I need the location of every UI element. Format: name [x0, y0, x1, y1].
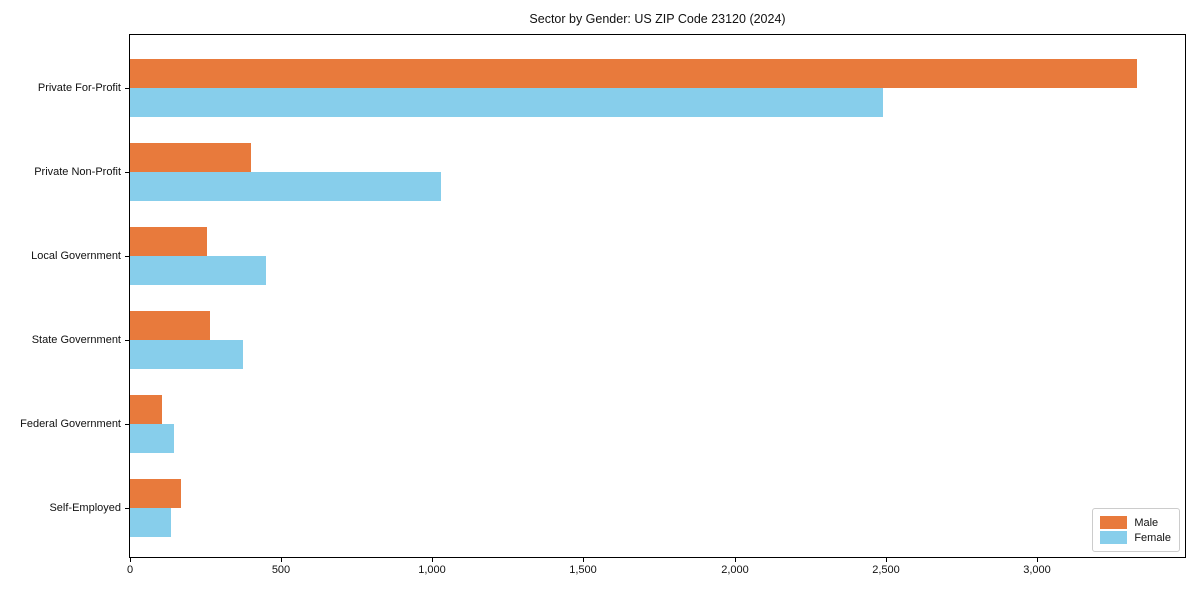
bar-male-3	[130, 227, 207, 256]
bar-male-2	[130, 143, 251, 172]
x-axis-tick-label: 1,000	[418, 564, 446, 576]
x-axis-tick-mark	[1037, 558, 1038, 562]
x-axis-tick-mark	[281, 558, 282, 562]
y-axis-tick-label: Federal Government	[20, 418, 121, 430]
legend-row-male: Male	[1100, 516, 1171, 529]
plot-area: Male Female	[129, 34, 1186, 558]
y-axis-tick-mark	[125, 424, 129, 425]
y-axis-tick-label: State Government	[31, 334, 121, 346]
bar-male-1	[130, 59, 1137, 88]
bar-male-6	[130, 479, 181, 508]
legend-swatch-male	[1100, 516, 1128, 529]
legend-label-female: Female	[1134, 531, 1171, 544]
legend-swatch-female	[1100, 531, 1128, 544]
y-axis-tick-label: Local Government	[31, 250, 121, 262]
bar-female-6	[130, 508, 171, 537]
y-axis-tick-mark	[125, 172, 129, 173]
x-axis-tick-label: 2,500	[872, 564, 900, 576]
bar-female-2	[130, 172, 441, 201]
x-axis-tick-label: 2,000	[721, 564, 749, 576]
x-axis-tick-mark	[130, 558, 131, 562]
bar-female-1	[130, 88, 883, 117]
y-axis-tick-label: Private For-Profit	[37, 82, 121, 94]
chart-title: Sector by Gender: US ZIP Code 23120 (202…	[529, 12, 786, 26]
x-axis-tick-mark	[583, 558, 584, 562]
x-axis-tick-label: 1,500	[569, 564, 597, 576]
x-axis-tick-label: 0	[126, 564, 134, 576]
bar-male-5	[130, 395, 162, 424]
bar-male-4	[130, 311, 210, 340]
x-axis-tick-label: 500	[271, 564, 291, 576]
y-axis-tick-label: Private Non-Profit	[34, 166, 121, 178]
y-axis-tick-mark	[125, 340, 129, 341]
bar-female-3	[130, 256, 266, 285]
x-axis-tick-mark	[886, 558, 887, 562]
x-axis-tick-mark	[735, 558, 736, 562]
legend-label-male: Male	[1134, 516, 1159, 529]
bar-female-5	[130, 424, 174, 453]
legend-row-female: Female	[1100, 531, 1171, 544]
y-axis-tick-mark	[125, 88, 129, 89]
legend: Male Female	[1092, 508, 1180, 552]
x-axis-tick-label: 3,000	[1023, 564, 1051, 576]
y-axis-tick-mark	[125, 256, 129, 257]
bar-female-4	[130, 340, 243, 369]
y-axis-tick-mark	[125, 508, 129, 509]
y-axis-tick-label: Self-Employed	[49, 502, 121, 514]
x-axis-tick-mark	[432, 558, 433, 562]
